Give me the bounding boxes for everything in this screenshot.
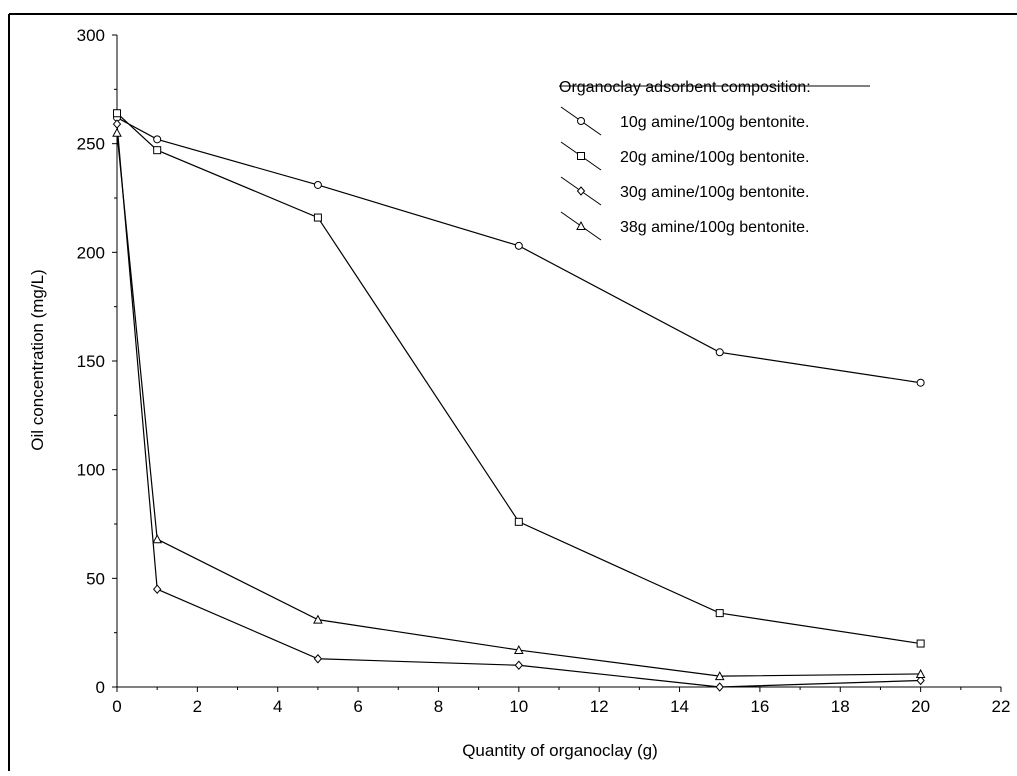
legend-label: 10g amine/100g bentonite.	[620, 114, 809, 131]
data-point-triangle	[313, 614, 323, 624]
y-axis-title: Oil concentration (mg/L)	[28, 269, 47, 450]
series-group	[112, 109, 926, 692]
x-axis-title: Quantity of organoclay (g)	[462, 741, 658, 760]
x-tick-label: 16	[750, 697, 769, 716]
series-square	[113, 109, 925, 648]
data-point-triangle	[915, 668, 926, 678]
data-point-square	[577, 152, 585, 160]
data-point-triangle	[513, 644, 524, 655]
data-point-diamond	[153, 584, 162, 594]
x-tick-label: 0	[112, 697, 121, 716]
legend-item: 20g amine/100g bentonite.	[560, 141, 809, 171]
legend-label: 30g amine/100g bentonite.	[620, 184, 809, 201]
x-tick-label: 20	[911, 697, 930, 716]
data-point-triangle	[576, 220, 586, 230]
x-tick-label: 22	[992, 697, 1011, 716]
legend-item: 30g amine/100g bentonite.	[560, 176, 809, 206]
data-point-diamond	[916, 675, 925, 686]
y-tick-label: 50	[86, 569, 105, 588]
data-point-square	[916, 639, 925, 648]
data-point-diamond	[313, 653, 323, 664]
legend: Organoclay adsorbent composition: 10g am…	[559, 79, 870, 241]
y-tick-label: 100	[77, 461, 105, 480]
y-tick-label: 200	[77, 243, 105, 262]
legend-title: Organoclay adsorbent composition:	[559, 79, 811, 96]
data-point-circle	[514, 241, 523, 250]
data-point-diamond	[576, 186, 586, 196]
x-tick-label: 10	[509, 697, 528, 716]
data-point-circle	[916, 378, 925, 387]
data-point-triangle	[112, 127, 122, 137]
data-point-circle	[715, 348, 724, 357]
series-diamond	[112, 119, 925, 692]
series-line	[116, 117, 921, 384]
series-line	[116, 124, 921, 688]
y-tick-label: 250	[77, 135, 105, 154]
data-point-circle	[577, 117, 585, 125]
data-point-diamond	[514, 660, 523, 671]
legend-label: 20g amine/100g bentonite.	[620, 149, 809, 166]
x-tick-label: 18	[831, 697, 850, 716]
y-tick-label: 0	[96, 678, 105, 697]
legend-label: 38g amine/100g bentonite.	[620, 219, 809, 236]
x-tick-label: 2	[193, 697, 202, 716]
series-line	[116, 132, 921, 677]
series-circle	[113, 113, 925, 387]
y-tick-label: 300	[77, 26, 105, 45]
axes: 0 50 100 150 200 250 300 0 2 4 6 8 10 12 14 16 18 20 22	[77, 26, 1011, 716]
data-point-triangle	[714, 671, 725, 681]
data-point-diamond	[715, 682, 724, 692]
x-tick-label: 12	[590, 697, 609, 716]
data-point-square	[514, 517, 523, 526]
legend-item: 10g amine/100g bentonite.	[560, 106, 809, 136]
data-point-square	[313, 213, 322, 222]
x-tick-label: 14	[670, 697, 689, 716]
x-tick-label: 6	[353, 697, 362, 716]
series-line	[116, 112, 921, 645]
data-point-square	[715, 609, 724, 618]
legend-item: 38g amine/100g bentonite.	[560, 211, 809, 241]
series-triangle	[112, 127, 926, 681]
x-tick-label: 4	[273, 697, 282, 716]
data-point-square	[113, 109, 121, 118]
data-point-circle	[313, 180, 322, 189]
data-point-square	[153, 146, 162, 155]
data-point-circle	[153, 135, 162, 144]
data-point-triangle	[152, 534, 163, 544]
x-tick-label: 8	[434, 697, 443, 716]
y-tick-label: 150	[77, 352, 105, 371]
data-point-diamond	[112, 119, 122, 129]
